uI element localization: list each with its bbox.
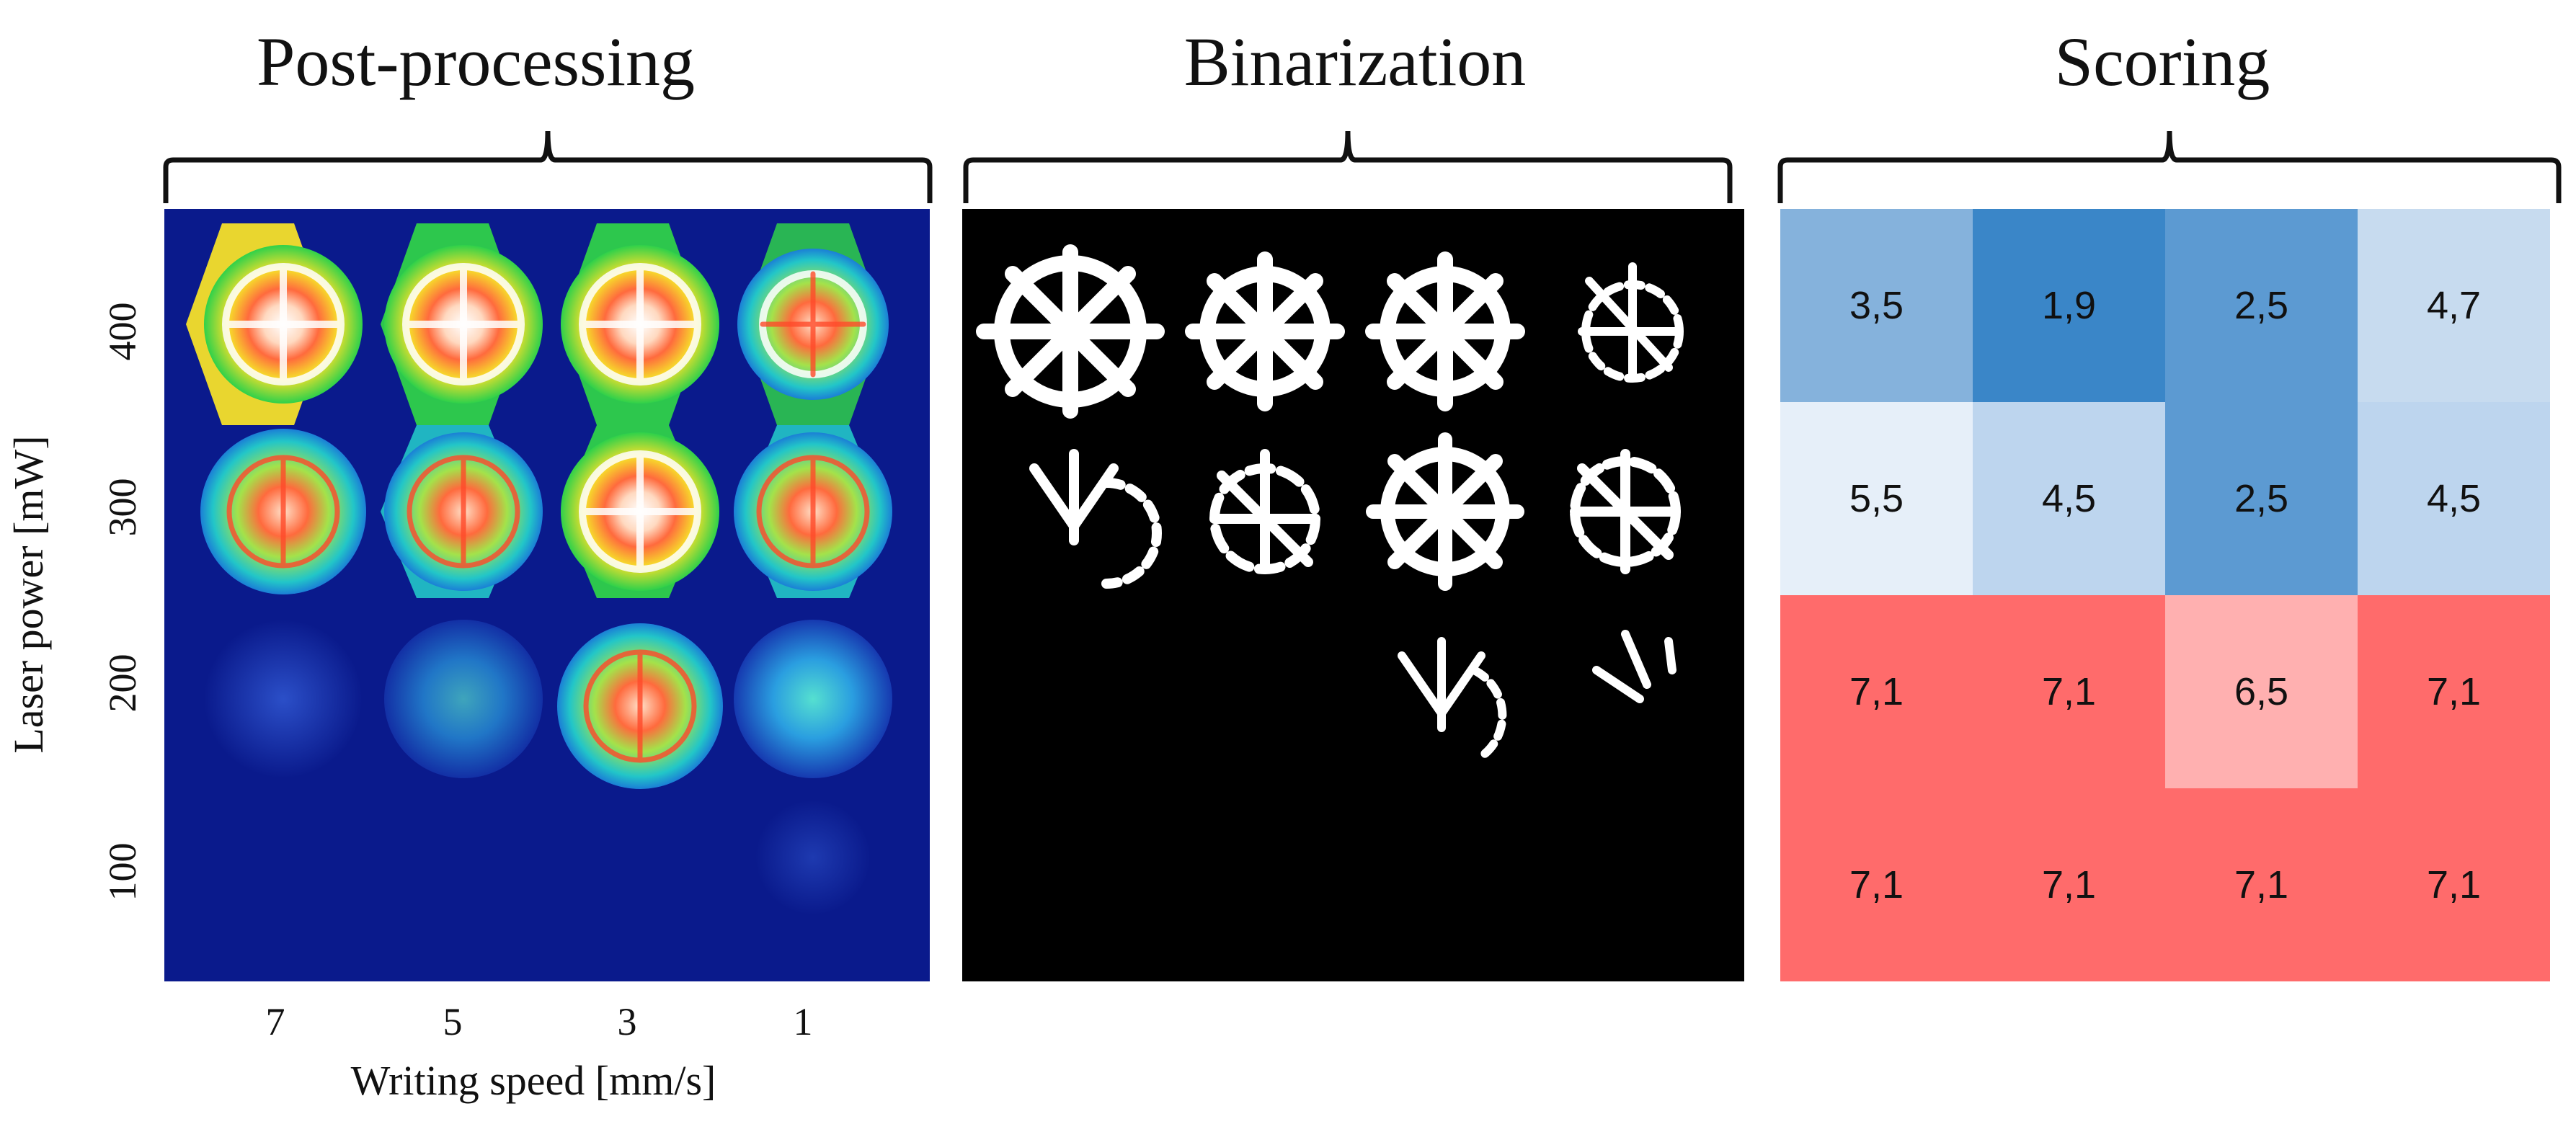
score-cell: 4,5 <box>2358 402 2550 595</box>
score-cell: 7,1 <box>2234 863 2289 906</box>
score-cell: 5,5 <box>1780 402 1973 595</box>
score-cell: 3,5 <box>1780 209 1973 402</box>
score-cell: 1,9 <box>1973 209 2165 402</box>
scoring-grid: 3,5 1,9 2,5 4,7 5,5 4,5 2,5 4,5 7,1 7,1 … <box>1780 209 2550 981</box>
score-cell: 6,5 <box>2165 595 2358 788</box>
x-tick-7: 7 <box>265 1000 285 1043</box>
score-cell: 2,5 <box>2165 209 2358 402</box>
x-tick-1: 1 <box>793 1000 813 1043</box>
y-tick-300: 300 <box>101 478 144 537</box>
y-axis-label: Laser power [mW] <box>5 435 52 754</box>
thermal-row-100 <box>755 800 871 915</box>
score-cell: 7,1 <box>1849 863 1904 906</box>
score-cell: 2,5 <box>2165 402 2358 595</box>
x-tick-5: 5 <box>443 1000 463 1043</box>
binary-row-400 <box>976 244 1525 419</box>
score-cell: 7,1 <box>2041 670 2097 713</box>
title-scoring: Scoring <box>2054 23 2270 100</box>
y-tick-400: 400 <box>101 302 144 361</box>
binarization-image <box>962 209 1744 981</box>
title-post-processing: Post-processing <box>257 23 695 100</box>
score-cell: 7,1 <box>2426 670 2482 713</box>
score-cell: 4,5 <box>1973 402 2165 595</box>
x-tick-3: 3 <box>617 1000 637 1043</box>
score-cell: 7,1 <box>1849 670 1904 713</box>
y-tick-200: 200 <box>101 654 144 713</box>
score-cell: 7,1 <box>2041 863 2097 906</box>
binary-row-200 <box>1398 630 1676 761</box>
y-tick-100: 100 <box>101 842 144 901</box>
score-cell: 4,7 <box>2358 209 2550 402</box>
title-binarization: Binarization <box>1183 23 1527 100</box>
binary-row-300 <box>1029 432 1681 591</box>
thermal-row-200 <box>204 620 892 789</box>
brace-binarization <box>963 130 1733 203</box>
post-processing-image <box>164 209 930 981</box>
brace-scoring <box>1777 130 2562 203</box>
score-cell: 7,1 <box>2426 863 2482 906</box>
brace-post-processing <box>163 130 933 203</box>
x-axis-label: Writing speed [mm/s] <box>350 1057 716 1104</box>
